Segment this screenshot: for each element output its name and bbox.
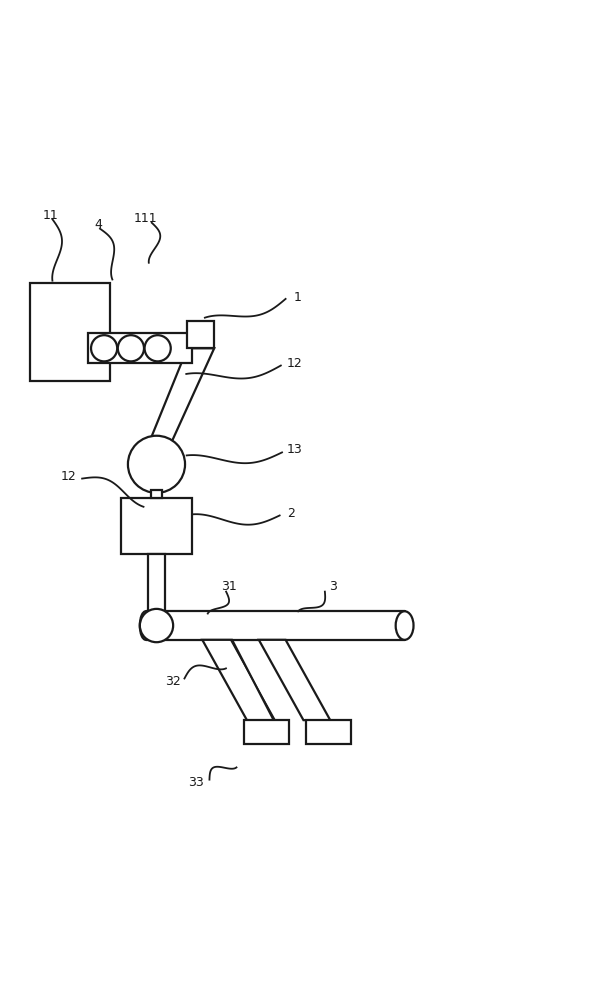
Circle shape — [118, 335, 144, 361]
Text: 31: 31 — [221, 580, 237, 593]
Bar — [306, 720, 351, 744]
Text: 12: 12 — [61, 470, 76, 483]
Text: 4: 4 — [94, 218, 102, 231]
Bar — [151, 490, 162, 498]
Text: 13: 13 — [287, 443, 302, 456]
Circle shape — [91, 335, 117, 361]
Text: 33: 33 — [189, 776, 204, 789]
Circle shape — [145, 335, 171, 361]
Text: 111: 111 — [134, 212, 158, 225]
Text: 12: 12 — [287, 357, 302, 370]
Text: 32: 32 — [165, 675, 180, 688]
Bar — [121, 498, 192, 554]
Text: 1: 1 — [293, 291, 302, 304]
Text: 2: 2 — [287, 507, 296, 520]
Bar — [244, 720, 289, 744]
Circle shape — [128, 436, 185, 493]
Polygon shape — [259, 640, 330, 720]
Polygon shape — [148, 348, 214, 446]
Bar — [187, 322, 214, 348]
Circle shape — [140, 609, 173, 642]
Text: 3: 3 — [329, 580, 337, 593]
Text: 11: 11 — [43, 209, 58, 222]
Polygon shape — [202, 640, 274, 720]
Bar — [88, 333, 192, 363]
Ellipse shape — [396, 611, 414, 640]
Bar — [30, 283, 110, 381]
Bar — [148, 554, 165, 611]
